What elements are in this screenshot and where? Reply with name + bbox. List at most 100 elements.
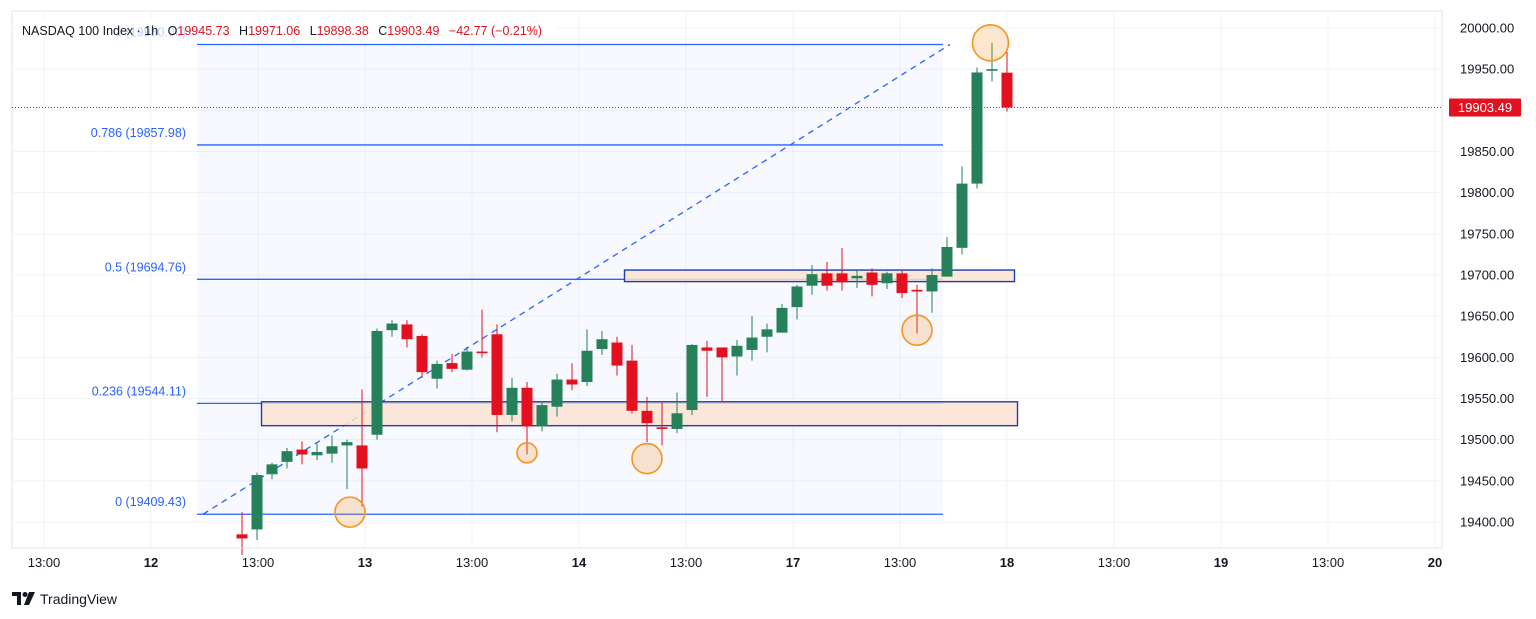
- candle-up: [386, 323, 398, 331]
- candle-down: [1001, 72, 1013, 108]
- price-tick-label: 19500.00: [1460, 432, 1514, 447]
- zone-rectangle[interactable]: [260, 401, 1019, 427]
- candle-up: [971, 72, 983, 184]
- fib-level-label: 0.5 (19694.76): [105, 260, 186, 274]
- candle-down: [491, 334, 503, 415]
- candles: [236, 42, 1013, 555]
- highlight-circle[interactable]: [516, 442, 538, 464]
- timeframe: 1h: [144, 24, 158, 38]
- candle-down: [866, 272, 878, 285]
- candle-down: [401, 324, 413, 340]
- time-tick-label: 13: [358, 555, 372, 570]
- fibonacci-levels[interactable]: 1 (19980.00)0.786 (19857.98)0.5 (19694.7…: [91, 25, 943, 515]
- price-tick-label: 19400.00: [1460, 515, 1514, 530]
- time-tick-label: 20: [1428, 555, 1442, 570]
- candle-up: [941, 247, 953, 277]
- last-price-label-text: 19903.49: [1458, 100, 1512, 115]
- ohlc-high: 19971.06: [248, 24, 300, 38]
- candle-up: [326, 446, 338, 454]
- candle-up: [506, 387, 518, 415]
- candle-down: [836, 273, 848, 283]
- candle-down: [821, 273, 833, 286]
- time-tick-label: 13:00: [1098, 555, 1131, 570]
- tradingview-brand[interactable]: TradingView: [12, 591, 117, 607]
- candle-up: [431, 363, 443, 379]
- highlight-circle[interactable]: [334, 496, 366, 528]
- candle-down: [476, 351, 488, 354]
- candle-up: [926, 275, 938, 292]
- candle-down: [236, 534, 248, 539]
- price-tick-label: 19450.00: [1460, 473, 1514, 488]
- candle-up: [686, 344, 698, 411]
- ohlc-legend: NASDAQ 100 Index · 1h O19945.73 H19971.0…: [16, 20, 556, 40]
- price-tick-label: 19600.00: [1460, 350, 1514, 365]
- time-tick-label: 13:00: [242, 555, 275, 570]
- candle-up: [281, 451, 293, 462]
- fib-level-label: 0.786 (19857.98): [91, 126, 186, 140]
- candle-down: [641, 410, 653, 424]
- candle-up: [461, 351, 473, 370]
- candle-down: [521, 387, 533, 427]
- price-tick-label: 19700.00: [1460, 268, 1514, 283]
- zone-rectangle[interactable]: [623, 269, 1016, 283]
- price-tick-label: 19650.00: [1460, 309, 1514, 324]
- price-tick-label: 19550.00: [1460, 391, 1514, 406]
- candle-up: [551, 379, 563, 407]
- highlight-circle[interactable]: [901, 314, 933, 346]
- price-tick-label: 19850.00: [1460, 144, 1514, 159]
- candle-up: [806, 274, 818, 286]
- candle-up: [251, 475, 263, 530]
- candle-down: [896, 273, 908, 294]
- candle-down: [566, 379, 578, 385]
- support-zones[interactable]: [260, 269, 1019, 427]
- fib-trend-dashed-line[interactable]: [202, 43, 951, 515]
- fib-trend-line[interactable]: [202, 43, 951, 515]
- candle-up: [761, 329, 773, 337]
- candle-up: [266, 464, 278, 475]
- candle-down: [416, 335, 428, 373]
- candle-up: [671, 413, 683, 429]
- time-tick-label: 12: [144, 555, 158, 570]
- price-axis[interactable]: 19400.00 19450.00 19500.00 19550.00 19600.00…: [1460, 21, 1514, 530]
- tradingview-name: TradingView: [40, 591, 118, 607]
- price-tick-label: 20000.00: [1460, 21, 1514, 36]
- candle-up: [596, 339, 608, 350]
- time-tick-label: 18: [1000, 555, 1014, 570]
- last-price-label: 19903.49: [1449, 98, 1521, 117]
- svg-text:NASDAQ 100 Index · 1h O1: NASDAQ 100 Index · 1h O19945.73 H19971.0…: [22, 24, 542, 38]
- highlight-circle[interactable]: [631, 442, 663, 475]
- ohlc-close: 19903.49: [387, 24, 439, 38]
- candle-up: [341, 442, 353, 446]
- candle-up: [881, 273, 893, 284]
- time-tick-label: 13:00: [670, 555, 703, 570]
- candle-up: [731, 345, 743, 357]
- time-tick-label: 13:00: [28, 555, 61, 570]
- candle-down: [356, 445, 368, 469]
- fib-level-label: 0 (19409.43): [115, 495, 186, 509]
- highlight-circle[interactable]: [971, 24, 1010, 62]
- candle-down: [701, 347, 713, 351]
- candle-down: [611, 342, 623, 366]
- price-tick-label: 19750.00: [1460, 226, 1514, 241]
- symbol-name: NASDAQ 100 Index: [22, 24, 134, 38]
- highlight-circles[interactable]: [334, 24, 1010, 528]
- time-tick-label: 19: [1214, 555, 1228, 570]
- candle-down: [446, 363, 458, 369]
- ohlc-change: −42.77 (−0.21%): [449, 24, 542, 38]
- candle-up: [776, 307, 788, 333]
- candle-up: [986, 69, 998, 71]
- candle-up: [851, 275, 863, 279]
- candle-down: [296, 449, 308, 455]
- candle-down: [911, 289, 923, 292]
- fib-level-label: 0.236 (19544.11): [92, 384, 186, 398]
- candle-down: [716, 347, 728, 358]
- candle-up: [581, 350, 593, 383]
- time-tick-label: 13:00: [884, 555, 917, 570]
- time-axis[interactable]: 13:00 12 13:00 13 13:00 14 13:00 17 13:00 18 13:00…: [28, 555, 1443, 570]
- candle-down: [626, 360, 638, 411]
- ohlc-open: 19945.73: [177, 24, 229, 38]
- price-tick-label: 19800.00: [1460, 185, 1514, 200]
- time-tick-label: 14: [572, 555, 587, 570]
- time-tick-label: 17: [786, 555, 800, 570]
